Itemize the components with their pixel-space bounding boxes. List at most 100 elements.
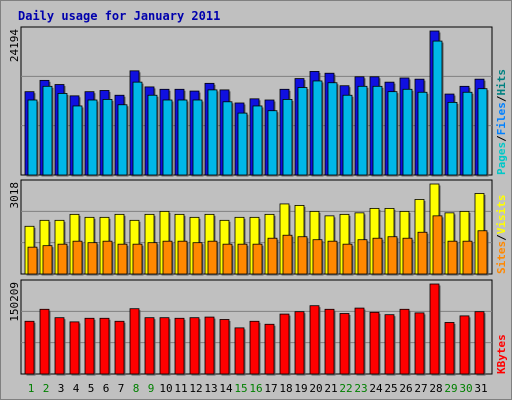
- bar-files-28: [432, 40, 443, 176]
- legend-entry-files: Files: [495, 102, 508, 135]
- x-tick-label-13: 13: [204, 382, 217, 395]
- bar-sites-29: [447, 240, 458, 275]
- bar-kbytes-17: [264, 323, 275, 375]
- bar-kbytes-15: [234, 327, 245, 375]
- legend-separator: /: [495, 135, 508, 142]
- legend-entry-pages: Pages: [495, 142, 508, 175]
- legend: KBytes: [495, 334, 508, 374]
- bar-kbytes-22: [339, 313, 350, 375]
- bar-kbytes-23: [354, 307, 365, 375]
- legend-separator: /: [495, 95, 508, 102]
- bar-sites-5: [87, 242, 98, 275]
- x-tick-label-5: 5: [88, 382, 95, 395]
- bar-kbytes-19: [294, 311, 305, 375]
- x-tick-label-7: 7: [118, 382, 125, 395]
- bar-kbytes-8: [129, 308, 140, 375]
- legend-separator: /: [495, 234, 508, 241]
- bar-files-12: [192, 99, 203, 176]
- bar-sites-8: [132, 243, 143, 275]
- x-tick-label-15: 15: [234, 382, 247, 395]
- bar-kbytes-30: [459, 315, 470, 375]
- x-tick-label-29: 29: [444, 382, 457, 395]
- x-tick-label-3: 3: [58, 382, 65, 395]
- series-files: [27, 40, 489, 177]
- bar-kbytes-9: [144, 317, 155, 375]
- bar-files-1: [27, 99, 38, 176]
- x-axis-labels: 1 2 3 4 5 6 7 8 9 10 11 12 13 14 15 16 17 18 19 20 21 22 23 24 2…: [28, 382, 488, 395]
- legend: Sites/Visits: [495, 195, 508, 275]
- bar-files-7: [117, 104, 128, 176]
- panel-kbytes: 150209 KBytes: [8, 279, 508, 376]
- y-max-label: 3018: [8, 182, 21, 209]
- bar-kbytes-26: [399, 308, 410, 375]
- bar-sites-14: [222, 243, 233, 275]
- bar-kbytes-25: [384, 314, 395, 375]
- bar-files-5: [87, 99, 98, 176]
- bar-files-14: [222, 101, 233, 176]
- bar-kbytes-10: [159, 317, 170, 375]
- x-tick-label-19: 19: [294, 382, 307, 395]
- bar-files-27: [417, 91, 428, 176]
- x-tick-label-11: 11: [174, 382, 187, 395]
- bar-kbytes-5: [84, 317, 95, 375]
- x-tick-label-9: 9: [148, 382, 155, 395]
- x-tick-label-28: 28: [429, 382, 442, 395]
- bar-files-18: [282, 99, 293, 176]
- x-tick-label-22: 22: [339, 382, 352, 395]
- x-tick-label-23: 23: [354, 382, 367, 395]
- bar-sites-12: [192, 242, 203, 275]
- bar-sites-1: [27, 246, 38, 275]
- bar-kbytes-12: [189, 317, 200, 375]
- x-tick-label-24: 24: [369, 382, 383, 395]
- bar-files-3: [57, 93, 68, 176]
- panel-visits-sites: 3018 Sites/Visits: [8, 179, 508, 276]
- legend-entry-kbytes: KBytes: [495, 334, 508, 374]
- bar-sites-25: [387, 236, 398, 275]
- x-tick-label-10: 10: [159, 382, 172, 395]
- bar-sites-4: [72, 240, 83, 275]
- bar-files-17: [267, 110, 278, 176]
- bar-sites-31: [477, 230, 488, 275]
- x-tick-label-1: 1: [28, 382, 35, 395]
- x-tick-label-8: 8: [133, 382, 140, 395]
- x-tick-label-17: 17: [264, 382, 277, 395]
- bar-files-13: [207, 89, 218, 176]
- bar-kbytes-11: [174, 317, 185, 375]
- bar-kbytes-27: [414, 312, 425, 375]
- series-sites: [27, 215, 489, 276]
- bar-sites-9: [147, 242, 158, 275]
- bar-files-10: [162, 99, 173, 176]
- bar-kbytes-6: [99, 317, 110, 375]
- bar-sites-13: [207, 240, 218, 275]
- bar-sites-16: [252, 243, 263, 275]
- bar-sites-23: [357, 239, 368, 275]
- x-tick-label-31: 31: [474, 382, 487, 395]
- bar-sites-20: [312, 239, 323, 275]
- bar-sites-30: [462, 240, 473, 275]
- bar-sites-3: [57, 243, 68, 275]
- bar-kbytes-29: [444, 322, 455, 375]
- series-kbytes: [24, 283, 486, 376]
- panels: 24194Pages/Files/Hits3018Sites/Visits150…: [8, 26, 508, 376]
- bar-files-26: [402, 88, 413, 176]
- bar-sites-2: [42, 245, 53, 275]
- bar-kbytes-7: [114, 320, 125, 375]
- bar-files-30: [462, 91, 473, 176]
- bar-kbytes-28: [429, 283, 440, 375]
- bar-kbytes-14: [219, 319, 230, 375]
- bar-files-2: [42, 85, 53, 176]
- bar-files-19: [297, 87, 308, 176]
- bar-sites-27: [417, 231, 428, 275]
- bar-kbytes-16: [249, 320, 260, 375]
- bar-files-21: [327, 82, 338, 176]
- bar-files-29: [447, 101, 458, 176]
- x-tick-label-18: 18: [279, 382, 292, 395]
- bar-files-25: [387, 91, 398, 176]
- bar-kbytes-2: [39, 308, 50, 375]
- bar-sites-19: [297, 236, 308, 275]
- bar-files-4: [72, 105, 83, 176]
- x-tick-label-21: 21: [324, 382, 337, 395]
- bar-sites-24: [372, 237, 383, 275]
- legend-entry-visits: Visits: [495, 195, 508, 235]
